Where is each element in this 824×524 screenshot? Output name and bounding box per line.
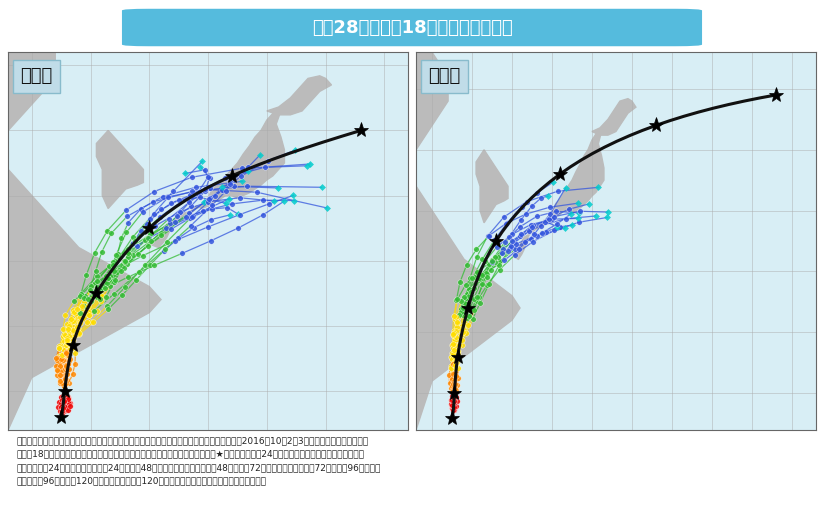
- Text: 左図は全球アンサンブル予測システム、右図は従来の台風アンサンブル予測システムによる、2016年10月2日3時（日本時間）初期時刻の
台風第18号に対する予測例。: 左図は全球アンサンブル予測システム、右図は従来の台風アンサンブル予測システムによ…: [16, 436, 381, 485]
- Polygon shape: [32, 322, 55, 365]
- Polygon shape: [513, 132, 604, 259]
- Polygon shape: [432, 329, 448, 369]
- Polygon shape: [408, 28, 520, 430]
- Polygon shape: [267, 76, 331, 115]
- Polygon shape: [592, 99, 636, 135]
- Polygon shape: [0, 1, 161, 430]
- Polygon shape: [476, 150, 508, 223]
- Polygon shape: [96, 130, 143, 209]
- Text: 平成28年台風第18号の進路予測の例: 平成28年台風第18号の進路予測の例: [311, 18, 513, 37]
- FancyBboxPatch shape: [122, 9, 702, 46]
- Text: 変更後: 変更後: [21, 68, 53, 85]
- Text: 変更前: 変更前: [428, 68, 461, 85]
- Polygon shape: [152, 111, 284, 247]
